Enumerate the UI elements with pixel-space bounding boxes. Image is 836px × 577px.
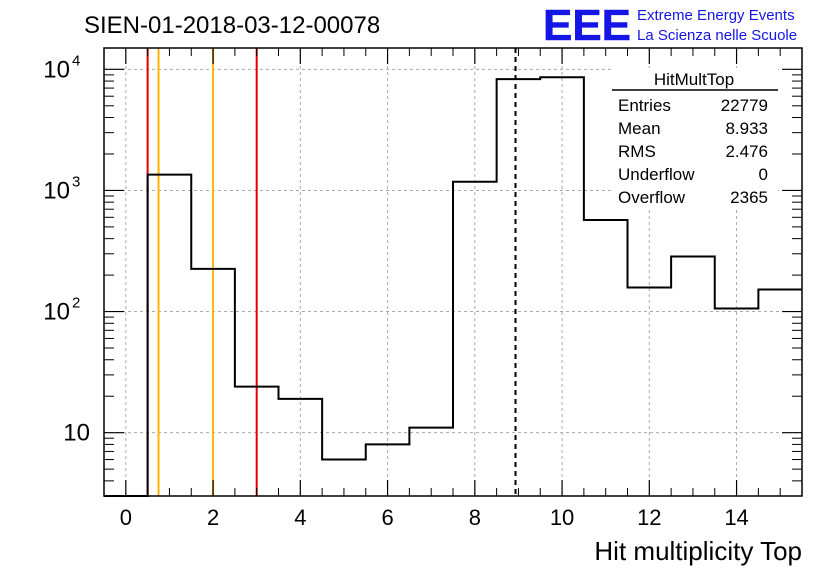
- x-tick-label: 12: [637, 505, 661, 530]
- histogram-bin: [628, 287, 672, 496]
- stats-label-underflow: Underflow: [618, 165, 695, 184]
- eee-logo-line2: La Scienza nelle Scuole: [637, 27, 797, 44]
- stats-value-mean: 8.933: [725, 119, 768, 138]
- x-axis-label: Hit multiplicity Top: [594, 536, 802, 566]
- stats-value-overflow: 2365: [730, 188, 768, 207]
- tick-layer: [103, 48, 803, 497]
- histogram-bin: [497, 79, 541, 496]
- stats-value-underflow: 0: [759, 165, 768, 184]
- y-tick-label: 10: [43, 56, 70, 83]
- y-tick-exponent: 3: [72, 173, 80, 190]
- histogram-layer: [104, 76, 802, 497]
- stats-label-overflow: Overflow: [618, 188, 686, 207]
- y-tick-exponent: 4: [72, 52, 80, 69]
- x-tick-label: 0: [120, 505, 132, 530]
- histogram-bin: [191, 269, 235, 496]
- stats-box-title: HitMultTop: [654, 70, 734, 89]
- stats-label-mean: Mean: [618, 119, 661, 138]
- histogram-bin: [235, 387, 279, 496]
- y-tick-label: 10: [43, 177, 70, 204]
- chart-title: SIEN-01-2018-03-12-00078: [84, 12, 380, 39]
- y-tick-label: 10: [63, 420, 90, 447]
- x-tick-label: 10: [550, 505, 574, 530]
- histogram-bin: [540, 77, 584, 496]
- histogram-bin: [671, 256, 715, 496]
- y-tick-label: 10: [43, 299, 70, 326]
- y-tick-exponent: 2: [72, 295, 80, 312]
- eee-logo-mark: EEE: [543, 1, 631, 50]
- stats-value-rms: 2.476: [725, 142, 768, 161]
- histogram-outline: [104, 76, 802, 497]
- x-tick-label: 4: [294, 505, 306, 530]
- x-tick-labels: 0 2 4 6 8 10 12 14: [120, 505, 749, 530]
- x-tick-label: 14: [724, 505, 748, 530]
- histogram-bin: [758, 290, 802, 496]
- stats-box-background: [612, 68, 778, 210]
- x-tick-label: 8: [469, 505, 481, 530]
- histogram-bin: [453, 182, 497, 496]
- histogram-bin: [584, 220, 628, 496]
- stats-value-entries: 22779: [721, 96, 768, 115]
- x-tick-label: 2: [207, 505, 219, 530]
- histogram-bin: [715, 308, 759, 496]
- stats-label-entries: Entries: [618, 96, 671, 115]
- stats-box: HitMultTop Entries 22779 Mean 8.933 RMS …: [612, 68, 778, 210]
- stats-label-rms: RMS: [618, 142, 656, 161]
- histogram-bin: [148, 175, 192, 496]
- histogram-bin: [409, 428, 453, 496]
- eee-logo-line1: Extreme Energy Events: [637, 7, 795, 24]
- eee-logo: EEE Extreme Energy Events La Scienza nel…: [543, 1, 797, 51]
- x-tick-label: 6: [381, 505, 393, 530]
